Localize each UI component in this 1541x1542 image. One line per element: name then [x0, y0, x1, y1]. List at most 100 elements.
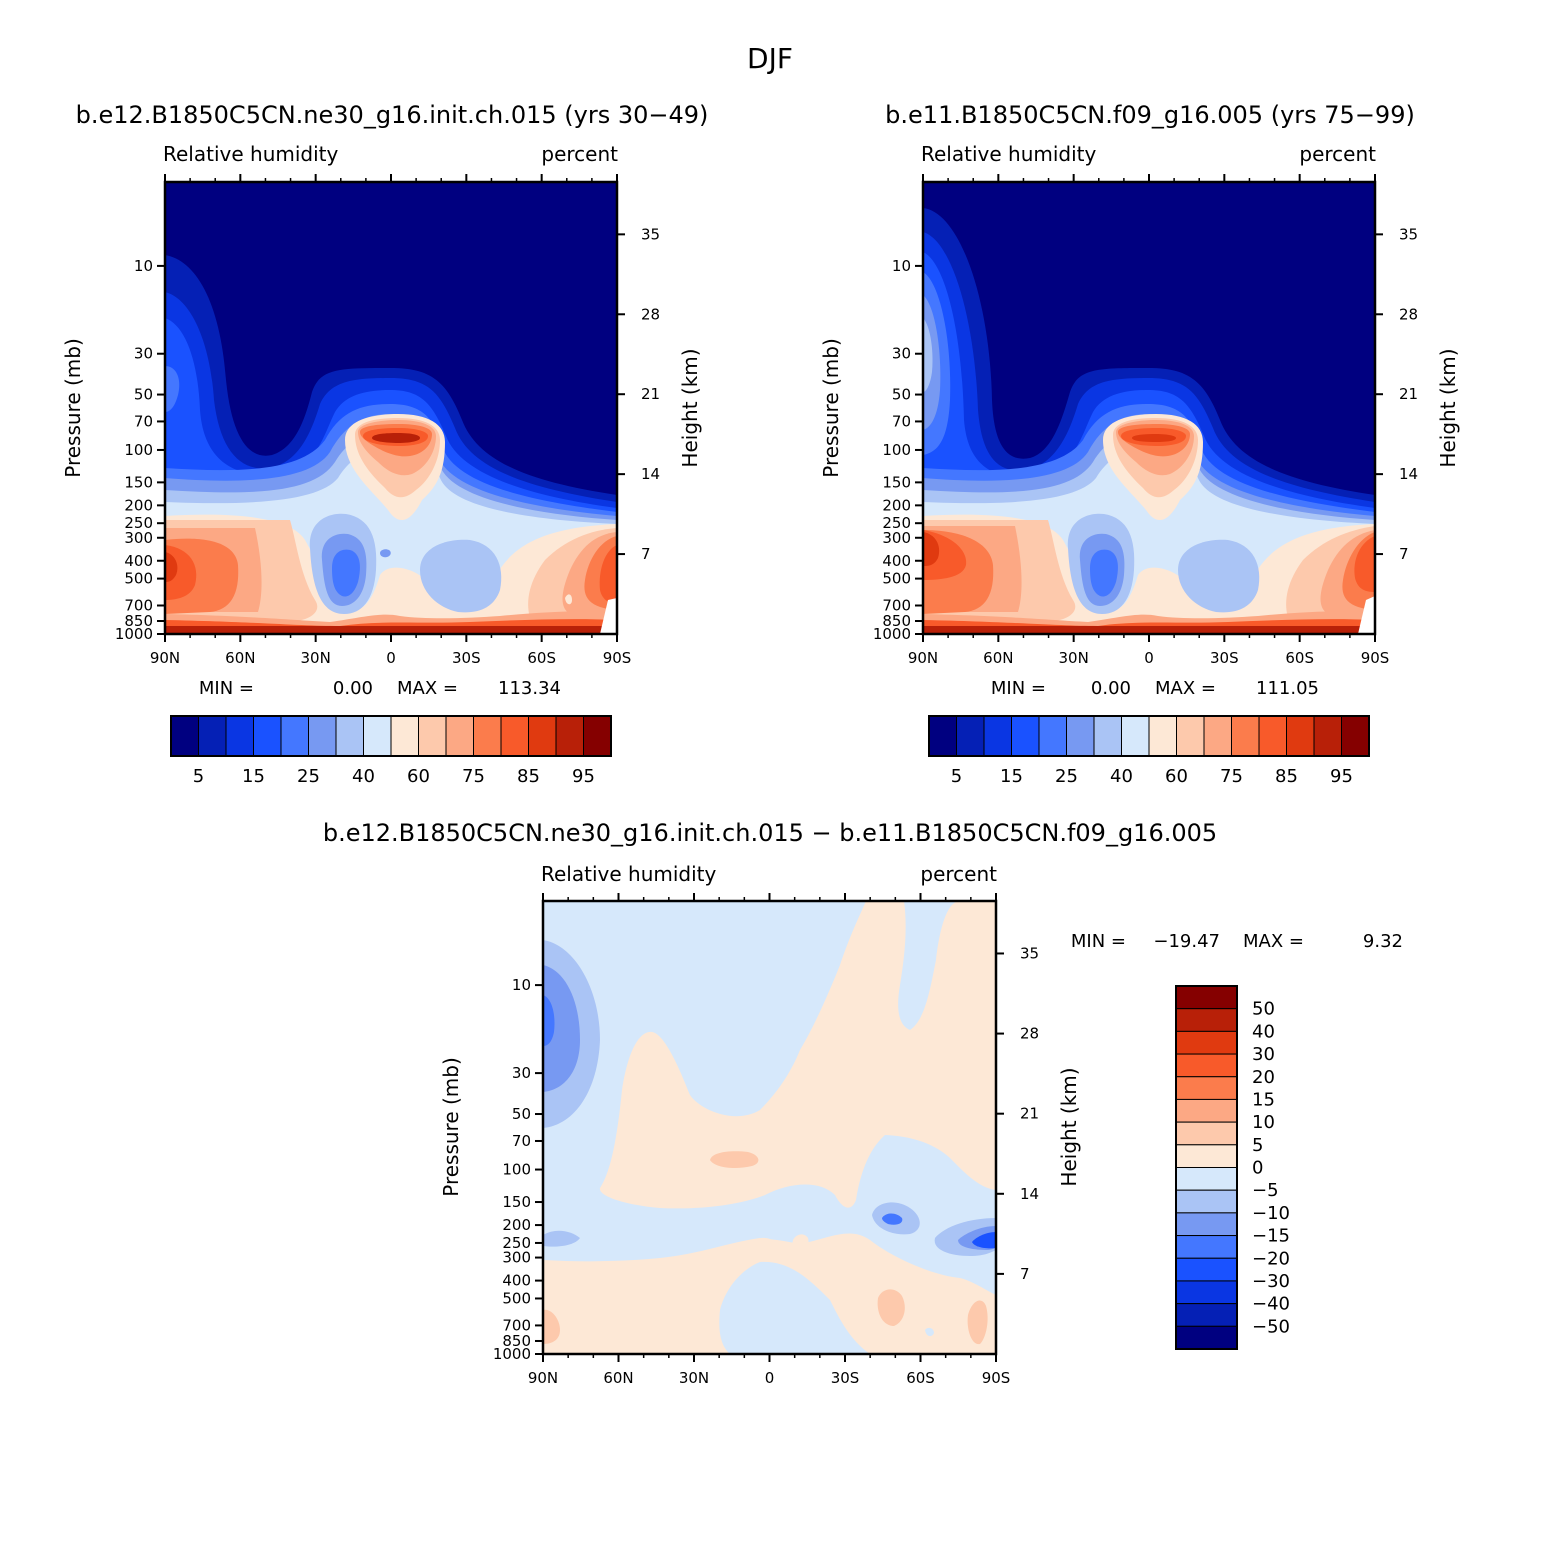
colorbar-swatch: [1175, 1098, 1238, 1123]
colorbar-label: 60: [1165, 766, 1188, 787]
min-value: 0.00: [333, 678, 373, 699]
colorbar-swatch: [1175, 1076, 1238, 1100]
axis-ticks: 90N 60N 30N 0 30S 60S 90S103050701001502002503…: [493, 893, 1039, 1387]
colorbar-label: 75: [462, 766, 485, 787]
y-tick-label: 30: [892, 345, 911, 363]
colorbar-swatch: [1066, 715, 1095, 757]
colorbar-label: −20: [1252, 1248, 1290, 1269]
colorbar-label: 85: [517, 766, 540, 787]
y-tick-label: 30: [512, 1064, 531, 1082]
axis-ticks: 90N 60N 30N 0 30S 60S 90S103050701001502002503…: [873, 174, 1418, 667]
colorbar-swatch: [555, 715, 584, 757]
colorbar-swatch: [500, 715, 529, 757]
colorbar-label: 15: [242, 766, 265, 787]
y-tick-label: 300: [882, 529, 911, 547]
x-tick-label: 30S: [452, 649, 481, 667]
colorbar-frame: [928, 715, 1370, 757]
y-tick-label: 200: [882, 496, 911, 514]
colorbar-swatch: [1175, 1053, 1238, 1078]
x-tick-label: 0: [386, 649, 396, 667]
colorbar-swatch: [335, 715, 364, 757]
y2-axis-label: Height (km): [1057, 1067, 1081, 1186]
colorbar-swatch: [1121, 715, 1150, 757]
min-label: MIN =: [199, 678, 254, 699]
colorbar-swatch: [1175, 1280, 1238, 1305]
colorbar-label: 40: [1110, 766, 1133, 787]
x-tick-label: 30N: [1059, 649, 1089, 667]
y-tick-label: 500: [502, 1289, 531, 1307]
colorbar-label: 20: [1252, 1067, 1275, 1088]
y-tick-label: 150: [502, 1193, 531, 1211]
y-tick-label: 850: [124, 612, 153, 630]
contour-field: [923, 182, 1375, 634]
colorbar-swatch: [1286, 715, 1315, 757]
x-tick-label: 60N: [603, 1369, 633, 1387]
y-tick-label: 150: [882, 473, 911, 491]
y-tick-label: 1000: [873, 625, 911, 643]
y-tick-label: 30: [134, 345, 153, 363]
colorbar-swatch: [1175, 1189, 1238, 1214]
colorbar-swatch: [956, 715, 985, 757]
colorbar-swatch: [1175, 1235, 1238, 1259]
y2-tick-label: 7: [1399, 545, 1409, 563]
units-label: percent: [920, 862, 997, 886]
contour-field: [543, 901, 996, 1354]
y-tick-label: 500: [124, 570, 153, 588]
colorbar-swatch: [1175, 1257, 1238, 1282]
colorbar-swatch: [1175, 985, 1238, 1010]
min-label: MIN =: [991, 678, 1046, 699]
colorbar-label: −5: [1252, 1180, 1279, 1201]
x-tick-label: 30N: [301, 649, 331, 667]
y2-tick-label: 21: [641, 385, 660, 403]
panel-title: b.e12.B1850C5CN.ne30_g16.init.ch.015 (yr…: [76, 101, 709, 129]
colorbar-swatch: [280, 715, 309, 757]
colorbar-swatch: [1175, 1030, 1238, 1055]
x-tick-label: 0: [1144, 649, 1154, 667]
y-tick-label: 700: [502, 1316, 531, 1334]
colorbar-swatch: [1175, 1212, 1238, 1237]
y-tick-label: 250: [502, 1234, 531, 1252]
y-tick-label: 250: [882, 514, 911, 532]
x-tick-label: 60S: [527, 649, 556, 667]
variable-label: Relative humidity: [163, 142, 338, 166]
colorbar: 5 15 25 40 60 75 85 95: [928, 715, 1370, 787]
min-value: −19.47: [1153, 931, 1220, 952]
y2-axis-label: Height (km): [678, 348, 702, 467]
colorbar-swatch: [418, 715, 447, 757]
y-tick-label: 700: [124, 596, 153, 614]
colorbar-label: 60: [407, 766, 430, 787]
colorbar-swatch: [198, 715, 227, 757]
min-label: MIN =: [1071, 931, 1126, 952]
colorbar-swatch: [1175, 1121, 1238, 1146]
y-tick-label: 500: [882, 570, 911, 588]
y-tick-label: 400: [124, 552, 153, 570]
colorbar-frame: [1175, 985, 1238, 1350]
colorbar-swatch: [1175, 1008, 1238, 1032]
panel-model-a: b.e12.B1850C5CN.ne30_g16.init.ch.015 (yr…: [61, 101, 708, 787]
max-label: MAX =: [397, 678, 458, 699]
y-tick-label: 50: [134, 386, 153, 404]
y2-tick-label: 35: [1399, 225, 1418, 243]
x-tick-label: 90S: [982, 1369, 1011, 1387]
x-tick-label: 90S: [1361, 649, 1390, 667]
colorbar-swatch: [363, 715, 392, 757]
y-tick-label: 200: [124, 496, 153, 514]
colorbar-label: 40: [1252, 1021, 1275, 1042]
colorbar-swatch: [170, 715, 199, 757]
x-tick-label: 90S: [603, 649, 632, 667]
y2-tick-label: 28: [641, 305, 660, 323]
colorbar-swatch: [1231, 715, 1260, 757]
colorbar-label: 95: [572, 766, 595, 787]
y-tick-label: 1000: [493, 1345, 531, 1363]
y-axis-label: Pressure (mb): [439, 1057, 463, 1197]
colorbar-swatch: [528, 715, 557, 757]
max-value: 111.05: [1256, 678, 1319, 699]
y-tick-label: 150: [124, 473, 153, 491]
units-label: percent: [1299, 142, 1376, 166]
colorbar-label: 15: [1252, 1089, 1275, 1110]
y-tick-label: 400: [882, 552, 911, 570]
colorbar-swatch: [1038, 715, 1067, 757]
colorbar-label: 15: [1000, 766, 1023, 787]
max-value: 113.34: [498, 678, 561, 699]
